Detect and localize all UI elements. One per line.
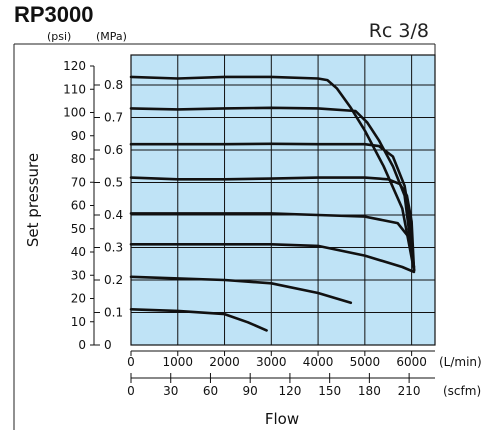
mpa-unit-label: (MPa) xyxy=(96,30,127,43)
lmin-tick-label: 0 xyxy=(127,355,135,369)
plot-area: 0 0.1 0.2 0.3 0.4 0.5 0.6 0.7 0.8 0 10 20 30 40 50 60 70… xyxy=(13,30,482,430)
scfm-tick-label: 30 xyxy=(163,384,178,398)
lmin-tick-label: 4000 xyxy=(303,355,334,369)
mpa-tick-label: 0.7 xyxy=(104,111,123,125)
psi-tick-label: 70 xyxy=(71,175,86,189)
mpa-tick-label: 0.1 xyxy=(104,306,123,320)
psi-tick-label: 30 xyxy=(71,268,86,282)
mpa-tick-label: 0.6 xyxy=(104,143,123,157)
port-size-label: Rc 3/8 xyxy=(368,20,429,42)
flow-curve-1 xyxy=(129,308,268,332)
scfm-unit-label: (scfm) xyxy=(443,384,481,398)
lmin-tick-label: 1000 xyxy=(162,355,193,369)
lmin-tick-label: 2000 xyxy=(209,355,240,369)
flow-curve-6 xyxy=(129,142,416,272)
psi-tick-label: 20 xyxy=(71,292,86,306)
psi-tick-label: 40 xyxy=(71,245,86,259)
scfm-tick-label: 210 xyxy=(398,384,421,398)
mpa-tick-label: 0.3 xyxy=(104,241,123,255)
psi-tick-label: 80 xyxy=(71,152,86,166)
psi-tick-label: 60 xyxy=(71,199,86,213)
scfm-tick-label: 0 xyxy=(127,384,135,398)
psi-tick-label: 100 xyxy=(63,106,86,120)
mpa-tick-label: 0.4 xyxy=(104,208,123,222)
flow-curve-7 xyxy=(129,106,416,272)
flow-curve-3 xyxy=(129,243,416,274)
flow-curve-2 xyxy=(129,275,353,305)
mpa-tick-label: 0.2 xyxy=(104,273,123,287)
scfm-tick-label: 60 xyxy=(203,384,218,398)
psi-tick-label: 120 xyxy=(63,59,86,73)
flow-curve-8 xyxy=(129,75,416,272)
psi-tick-label: 0 xyxy=(78,338,86,352)
psi-tick-label: 90 xyxy=(71,129,86,143)
scfm-tick-label: 90 xyxy=(243,384,258,398)
psi-tick-label: 10 xyxy=(71,315,86,329)
lmin-tick-label: 3000 xyxy=(256,355,287,369)
scfm-tick-label: 120 xyxy=(278,384,301,398)
lmin-tick-label: 5000 xyxy=(350,355,381,369)
plot-background xyxy=(130,54,436,346)
model-title: RP3000 xyxy=(14,2,94,27)
y-axis-title: Set pressure xyxy=(24,153,42,247)
lmin-tick-label: 6000 xyxy=(396,355,427,369)
x-axis-title: Flow xyxy=(265,410,299,428)
lmin-unit-label: (L/min) xyxy=(439,355,482,369)
psi-tick-label: 110 xyxy=(63,82,86,96)
scfm-tick-label: 180 xyxy=(358,384,381,398)
mpa-tick-label: 0.8 xyxy=(104,78,123,92)
scfm-tick-label: 150 xyxy=(318,384,341,398)
flow-curve-4 xyxy=(129,212,416,269)
psi-tick-label: 50 xyxy=(71,222,86,236)
mpa-tick-label: 0 xyxy=(104,338,112,352)
psi-unit-label: (psi) xyxy=(47,30,71,43)
mpa-tick-label: 0.5 xyxy=(104,176,123,190)
